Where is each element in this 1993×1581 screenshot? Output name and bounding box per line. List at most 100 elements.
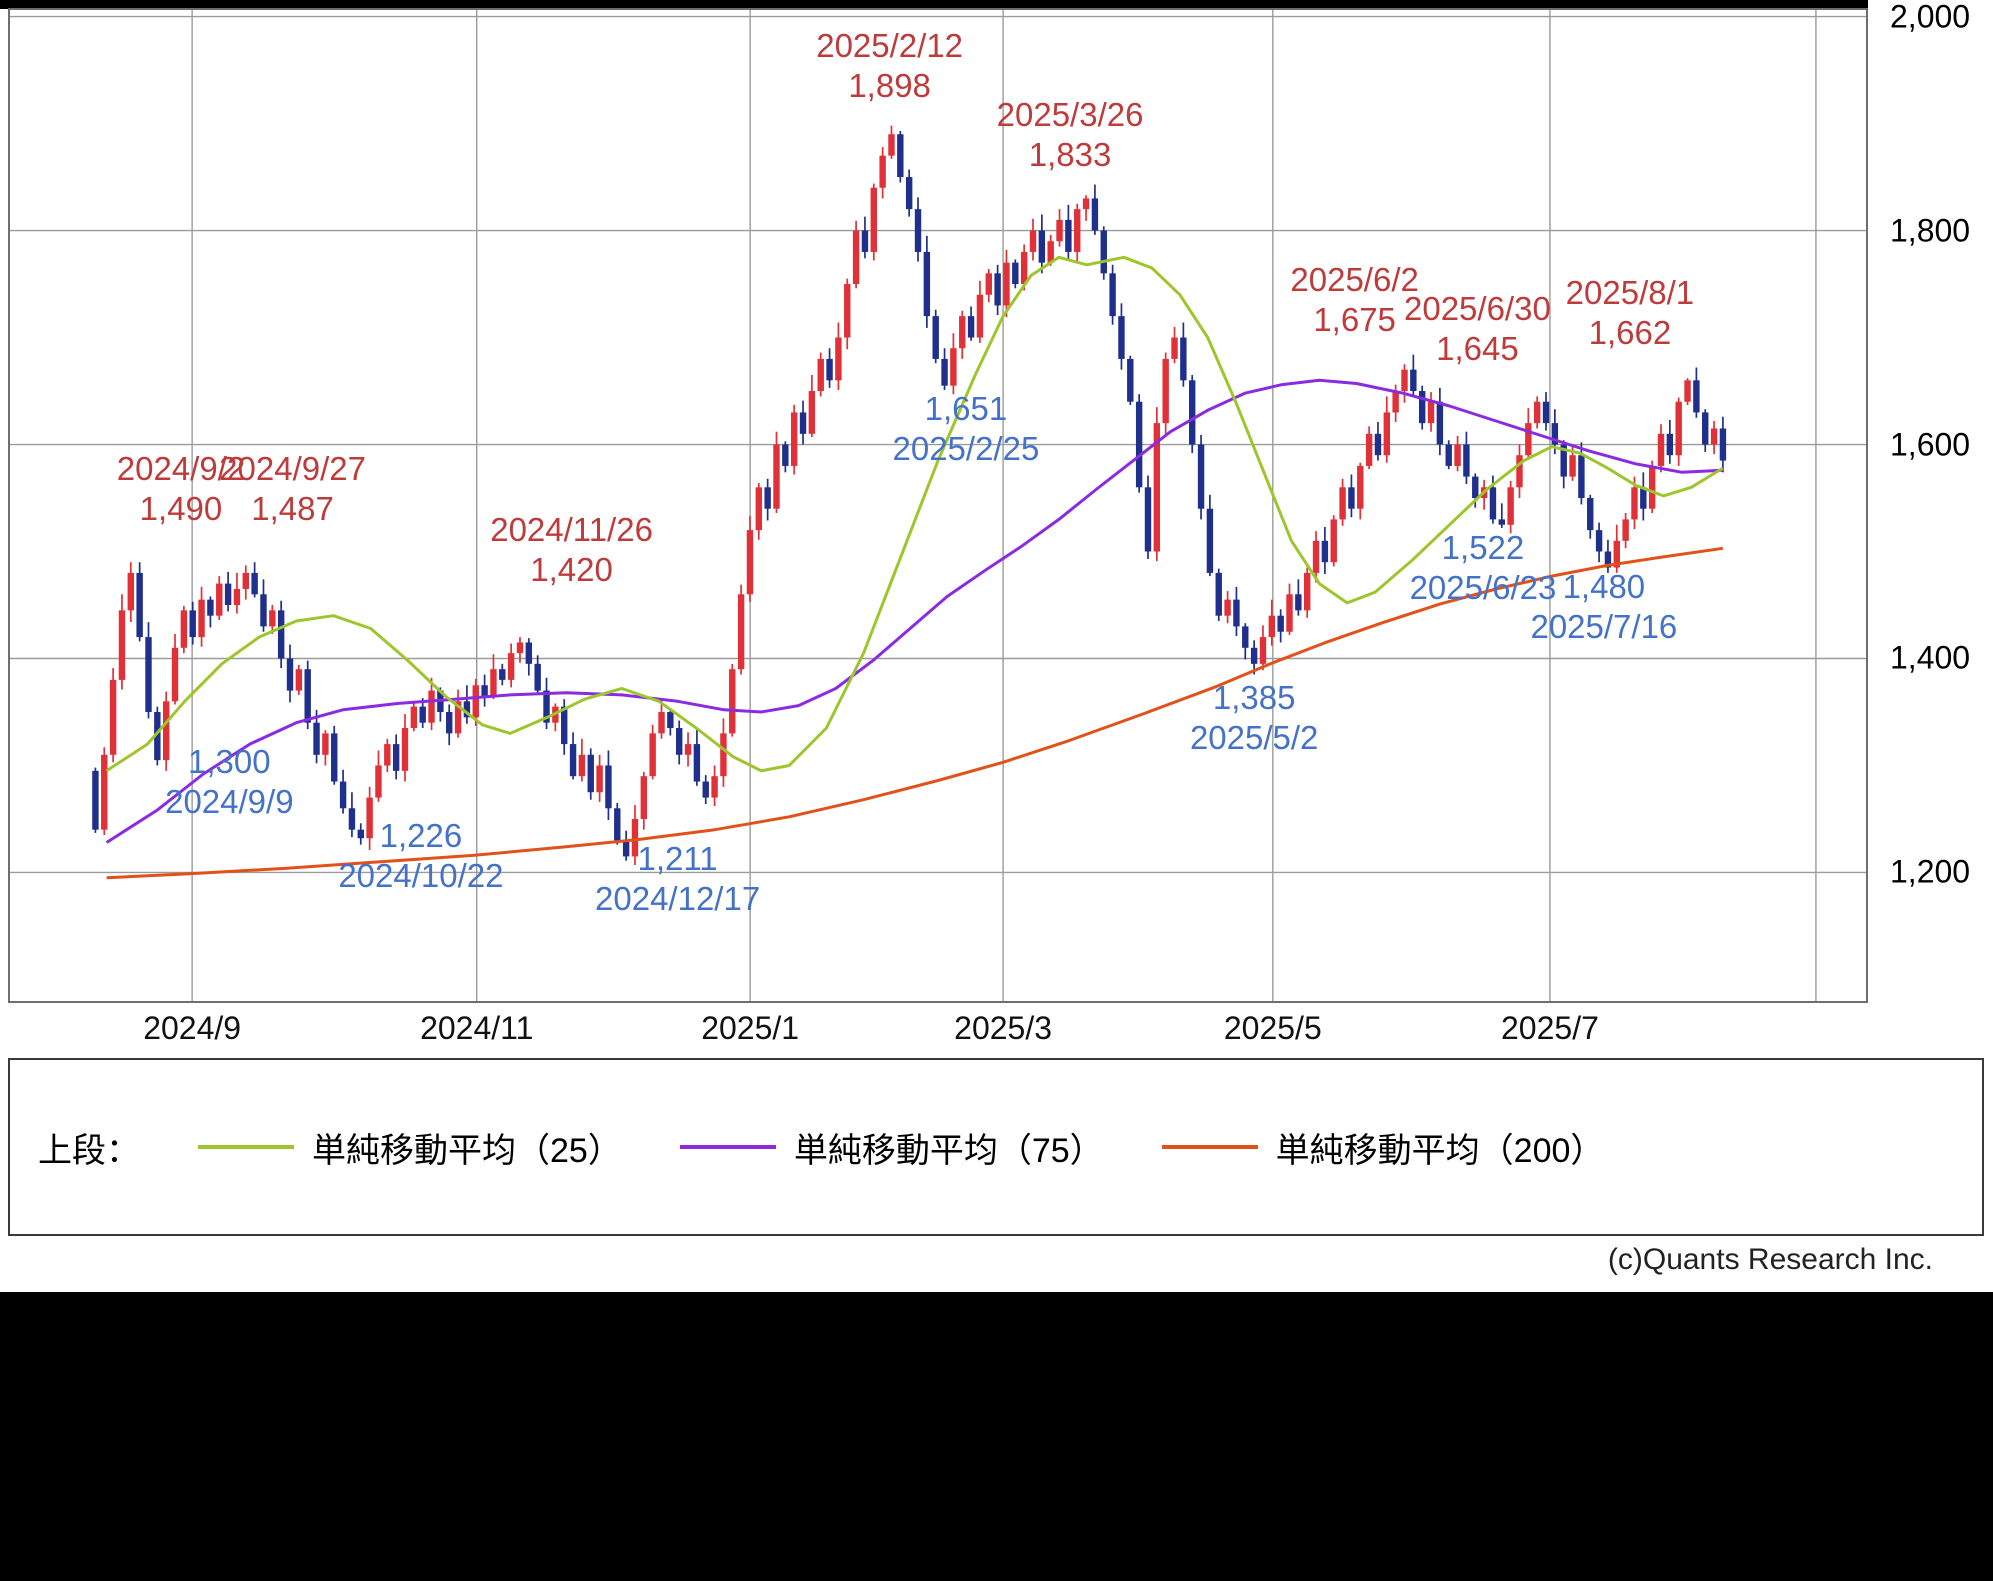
candle-up — [1383, 412, 1391, 456]
candle-down — [260, 594, 267, 627]
candle-up — [649, 733, 656, 777]
candle-up — [1357, 465, 1364, 509]
candle-down — [1542, 401, 1550, 424]
candle-up — [118, 610, 126, 680]
candle-down — [1410, 369, 1417, 392]
legend-items: 単純移動平均（25） 単純移動平均（75） 単純移動平均（200） — [140, 1123, 1604, 1172]
candle-down — [1100, 230, 1107, 274]
candle-up — [1516, 455, 1523, 488]
candle-down — [1666, 433, 1674, 456]
candle-up — [1525, 423, 1532, 456]
candle-down — [1472, 476, 1479, 499]
candle-down — [941, 358, 948, 386]
candle-down — [1242, 626, 1249, 648]
candlestick-chart — [8, 8, 1868, 1003]
candle-up — [109, 679, 117, 755]
candle-up — [790, 412, 798, 466]
candle-down — [994, 273, 1001, 306]
candle-up — [1684, 380, 1691, 402]
sma75-line — [105, 378, 1723, 844]
candle-up — [233, 588, 241, 605]
candle-down — [277, 610, 285, 659]
candle-down — [1206, 508, 1214, 573]
legend-label: 単純移動平均（200） — [1275, 1131, 1605, 1170]
candle-down — [145, 637, 152, 712]
candle-down — [543, 690, 550, 723]
candle-down — [534, 663, 541, 691]
candle-down — [1197, 444, 1205, 509]
candle-up — [1268, 615, 1276, 638]
candle-down — [1038, 230, 1046, 263]
candle-up — [1020, 251, 1028, 285]
candle-down — [463, 701, 471, 718]
candle-up — [1082, 198, 1090, 210]
candle-up — [269, 610, 276, 627]
candle-down — [1180, 337, 1187, 381]
candle-up — [1569, 455, 1576, 477]
candle-up — [1303, 572, 1311, 611]
candle-up — [1153, 423, 1161, 552]
candle-down — [136, 572, 143, 638]
candle-up — [1330, 519, 1337, 563]
candle-up — [180, 610, 188, 648]
candle-down — [1215, 572, 1222, 616]
candle-down — [331, 733, 338, 782]
sma75-line-sample — [679, 1145, 776, 1149]
candle-down — [1321, 540, 1329, 563]
candle-down — [1489, 487, 1497, 520]
candle-up — [198, 599, 205, 638]
candle-up — [596, 765, 603, 793]
candle-up — [1427, 401, 1435, 424]
candle-up — [1657, 433, 1665, 466]
candle-down — [1012, 262, 1019, 285]
candle-up — [242, 572, 249, 589]
candle-down — [1560, 444, 1567, 477]
candle-up — [835, 337, 842, 381]
candle-up — [808, 391, 816, 434]
candle-up — [384, 744, 391, 766]
candle-up — [127, 572, 135, 611]
candle-down — [251, 572, 258, 595]
candle-down — [764, 487, 771, 509]
candle-down — [304, 669, 311, 723]
x-axis-label: 2024/11 — [420, 1010, 534, 1046]
candle-down — [1374, 433, 1382, 456]
copyright-text: (c)Quants Research Inc. — [1607, 1243, 1933, 1276]
candle-up — [720, 733, 727, 777]
candle-up — [1224, 599, 1231, 616]
x-axis-label: 2024/9 — [143, 1010, 242, 1046]
legend-item-sma75: 単純移動平均（75） — [679, 1123, 1104, 1172]
candle-up — [1454, 444, 1461, 466]
candle-down — [224, 583, 232, 605]
sma200-line-sample — [1161, 1145, 1258, 1149]
legend-prefix: 上段： — [38, 1131, 140, 1170]
candle-down — [446, 711, 453, 734]
candle-down — [348, 808, 356, 830]
candle-up — [729, 669, 736, 734]
candle-down — [1135, 401, 1143, 488]
candle-down — [1065, 219, 1072, 252]
legend-label: 単純移動平均（75） — [793, 1131, 1104, 1170]
candle-up — [640, 776, 648, 819]
y-axis-label: 1,600 — [1890, 426, 1971, 463]
candle-down — [914, 209, 922, 252]
candle-down — [1127, 358, 1134, 402]
sma25-line-sample — [198, 1145, 294, 1149]
candle-down — [1587, 498, 1594, 531]
candle-up — [1533, 401, 1541, 424]
x-axis-label: 2025/7 — [1501, 1010, 1599, 1046]
candle-down — [693, 744, 701, 782]
candle-down — [1578, 455, 1585, 499]
candle-down — [1233, 599, 1240, 627]
candle-down — [1277, 615, 1284, 632]
candle-down — [207, 599, 214, 616]
candle-down — [614, 808, 621, 841]
candle-up — [746, 530, 754, 595]
top-black-bar — [0, 0, 1868, 9]
candle-down — [313, 722, 320, 755]
candle-up — [755, 487, 763, 531]
candle-down — [667, 711, 674, 729]
candle-down — [1109, 273, 1116, 317]
candle-up — [959, 316, 966, 349]
